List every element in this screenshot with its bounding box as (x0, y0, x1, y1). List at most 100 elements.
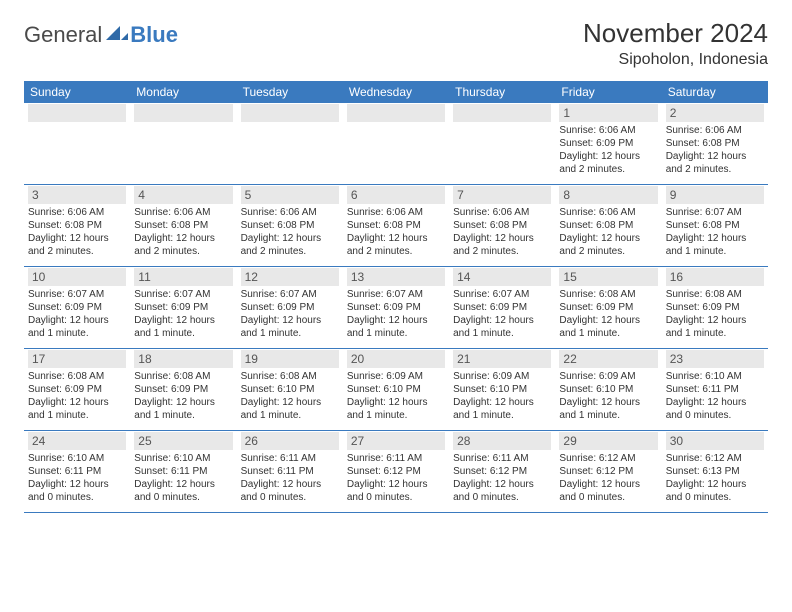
brand-part2: Blue (130, 22, 178, 48)
day-detail-line: Sunset: 6:11 PM (134, 465, 232, 478)
day-detail-line: Sunset: 6:08 PM (559, 219, 657, 232)
day-number-bar: 23 (666, 350, 764, 368)
day-detail-line: Sunrise: 6:06 AM (453, 206, 551, 219)
day-number-bar: 2 (666, 104, 764, 122)
day-detail-line: and 1 minute. (666, 245, 764, 258)
day-detail-line: and 1 minute. (559, 409, 657, 422)
day-detail-line: Daylight: 12 hours (134, 396, 232, 409)
day-number-bar: 3 (28, 186, 126, 204)
day-detail-line: Sunrise: 6:12 AM (666, 452, 764, 465)
day-number-bar: 15 (559, 268, 657, 286)
day-detail-line: Daylight: 12 hours (666, 478, 764, 491)
day-detail-line: and 1 minute. (28, 409, 126, 422)
calendar-day-cell: 24Sunrise: 6:10 AMSunset: 6:11 PMDayligh… (24, 432, 130, 512)
day-details: Sunrise: 6:06 AMSunset: 6:08 PMDaylight:… (134, 206, 232, 258)
day-detail-line: Sunset: 6:09 PM (666, 301, 764, 314)
calendar-day-cell: 2 Sunrise: 6:06 AMSunset: 6:08 PMDaylight… (662, 104, 768, 184)
day-detail-line: and 0 minutes. (347, 491, 445, 504)
calendar-grid: SundayMondayTuesdayWednesdayThursdayFrid… (24, 81, 768, 513)
calendar-day-cell: 27 Sunrise: 6:11 AMSunset: 6:12 PMDayligh… (343, 432, 449, 512)
day-detail-line: and 0 minutes. (666, 409, 764, 422)
calendar-day-cell: 5Sunrise: 6:06 AMSunset: 6:08 PMDaylight… (237, 186, 343, 266)
day-detail-line: and 1 minute. (134, 327, 232, 340)
day-detail-line: Sunset: 6:09 PM (453, 301, 551, 314)
day-detail-line: Sunrise: 6:06 AM (347, 206, 445, 219)
calendar-day-cell: 30Sunrise: 6:12 AMSunset: 6:13 PMDayligh… (662, 432, 768, 512)
weekday-header-cell: Wednesday (343, 81, 449, 103)
day-number-bar: 17 (28, 350, 126, 368)
day-detail-line: Sunset: 6:08 PM (134, 219, 232, 232)
day-detail-line: Daylight: 12 hours (453, 396, 551, 409)
day-number-bar: 8 (559, 186, 657, 204)
day-detail-line: Sunrise: 6:07 AM (666, 206, 764, 219)
day-details: Sunrise: 6:11 AMSunset: 6:12 PMDaylight:… (453, 452, 551, 504)
day-detail-line: and 0 minutes. (559, 491, 657, 504)
day-details: Sunrise: 6:08 AMSunset: 6:09 PMDaylight:… (134, 370, 232, 422)
calendar-day-cell: 11Sunrise: 6:07 AMSunset: 6:09 PMDayligh… (130, 268, 236, 348)
calendar-week-row: 3Sunrise: 6:06 AMSunset: 6:08 PMDaylight… (24, 185, 768, 267)
day-detail-line: Sunrise: 6:06 AM (241, 206, 339, 219)
month-title: November 2024 (583, 18, 768, 49)
day-details: Sunrise: 6:06 AMSunset: 6:08 PMDaylight:… (666, 124, 764, 176)
calendar-day-cell: 22Sunrise: 6:09 AMSunset: 6:10 PMDayligh… (555, 350, 661, 430)
day-detail-line: Sunrise: 6:06 AM (666, 124, 764, 137)
day-detail-line: Sunrise: 6:10 AM (28, 452, 126, 465)
day-details: Sunrise: 6:08 AMSunset: 6:09 PMDaylight:… (559, 288, 657, 340)
day-detail-line: Daylight: 12 hours (347, 478, 445, 491)
day-details: Sunrise: 6:08 AMSunset: 6:09 PMDaylight:… (28, 370, 126, 422)
day-number-bar: 18 (134, 350, 232, 368)
day-detail-line: Daylight: 12 hours (241, 314, 339, 327)
calendar-day-cell: 13Sunrise: 6:07 AMSunset: 6:09 PMDayligh… (343, 268, 449, 348)
calendar-day-cell: 26Sunrise: 6:11 AMSunset: 6:11 PMDayligh… (237, 432, 343, 512)
calendar-day-cell: 21Sunrise: 6:09 AMSunset: 6:10 PMDayligh… (449, 350, 555, 430)
day-number-bar: 27 (347, 432, 445, 450)
day-number-bar (241, 104, 339, 122)
calendar-day-cell: 28Sunrise: 6:11 AMSunset: 6:12 PMDayligh… (449, 432, 555, 512)
day-detail-line: Sunset: 6:09 PM (28, 383, 126, 396)
day-detail-line: Daylight: 12 hours (134, 232, 232, 245)
day-details: Sunrise: 6:11 AMSunset: 6:12 PMDaylight:… (347, 452, 445, 504)
day-details: Sunrise: 6:07 AMSunset: 6:09 PMDaylight:… (241, 288, 339, 340)
day-number-bar: 19 (241, 350, 339, 368)
day-detail-line: Sunrise: 6:11 AM (241, 452, 339, 465)
day-detail-line: and 0 minutes. (241, 491, 339, 504)
day-number-bar: 13 (347, 268, 445, 286)
day-detail-line: and 1 minute. (453, 409, 551, 422)
day-detail-line: Sunrise: 6:08 AM (666, 288, 764, 301)
day-detail-line: Sunset: 6:12 PM (347, 465, 445, 478)
day-detail-line: and 2 minutes. (559, 163, 657, 176)
calendar-day-cell: 25Sunrise: 6:10 AMSunset: 6:11 PMDayligh… (130, 432, 236, 512)
calendar-day-cell: 23Sunrise: 6:10 AMSunset: 6:11 PMDayligh… (662, 350, 768, 430)
day-detail-line: Sunrise: 6:09 AM (453, 370, 551, 383)
day-details: Sunrise: 6:06 AMSunset: 6:09 PMDaylight:… (559, 124, 657, 176)
calendar-day-cell (130, 104, 236, 184)
day-detail-line: Sunset: 6:10 PM (453, 383, 551, 396)
day-detail-line: and 1 minute. (28, 327, 126, 340)
weeks-container: 1Sunrise: 6:06 AMSunset: 6:09 PMDaylight… (24, 103, 768, 513)
calendar-day-cell: 19Sunrise: 6:08 AMSunset: 6:10 PMDayligh… (237, 350, 343, 430)
day-detail-line: Daylight: 12 hours (666, 314, 764, 327)
calendar-week-row: 24Sunrise: 6:10 AMSunset: 6:11 PMDayligh… (24, 431, 768, 513)
day-number-bar: 11 (134, 268, 232, 286)
title-block: November 2024 Sipoholon, Indonesia (583, 18, 768, 69)
day-detail-line: Sunset: 6:09 PM (559, 301, 657, 314)
calendar-day-cell: 7Sunrise: 6:06 AMSunset: 6:08 PMDaylight… (449, 186, 555, 266)
day-number-bar: 5 (241, 186, 339, 204)
calendar-day-cell: 3Sunrise: 6:06 AMSunset: 6:08 PMDaylight… (24, 186, 130, 266)
calendar-day-cell: 17 Sunrise: 6:08 AMSunset: 6:09 PMDayligh… (24, 350, 130, 430)
day-number-bar: 29 (559, 432, 657, 450)
day-detail-line: Sunrise: 6:09 AM (347, 370, 445, 383)
location-label: Sipoholon, Indonesia (583, 51, 768, 69)
day-detail-line: Daylight: 12 hours (241, 478, 339, 491)
day-detail-line: Sunrise: 6:08 AM (241, 370, 339, 383)
day-number-bar (453, 104, 551, 122)
day-detail-line: Sunrise: 6:11 AM (453, 452, 551, 465)
day-detail-line: Sunset: 6:08 PM (453, 219, 551, 232)
day-detail-line: and 1 minute. (559, 327, 657, 340)
day-details: Sunrise: 6:06 AMSunset: 6:08 PMDaylight:… (559, 206, 657, 258)
day-detail-line: and 0 minutes. (453, 491, 551, 504)
day-detail-line: Sunset: 6:10 PM (347, 383, 445, 396)
day-detail-line: Sunset: 6:09 PM (134, 301, 232, 314)
day-detail-line: Sunrise: 6:06 AM (559, 124, 657, 137)
calendar-day-cell: 8 Sunrise: 6:06 AMSunset: 6:08 PMDaylight… (555, 186, 661, 266)
